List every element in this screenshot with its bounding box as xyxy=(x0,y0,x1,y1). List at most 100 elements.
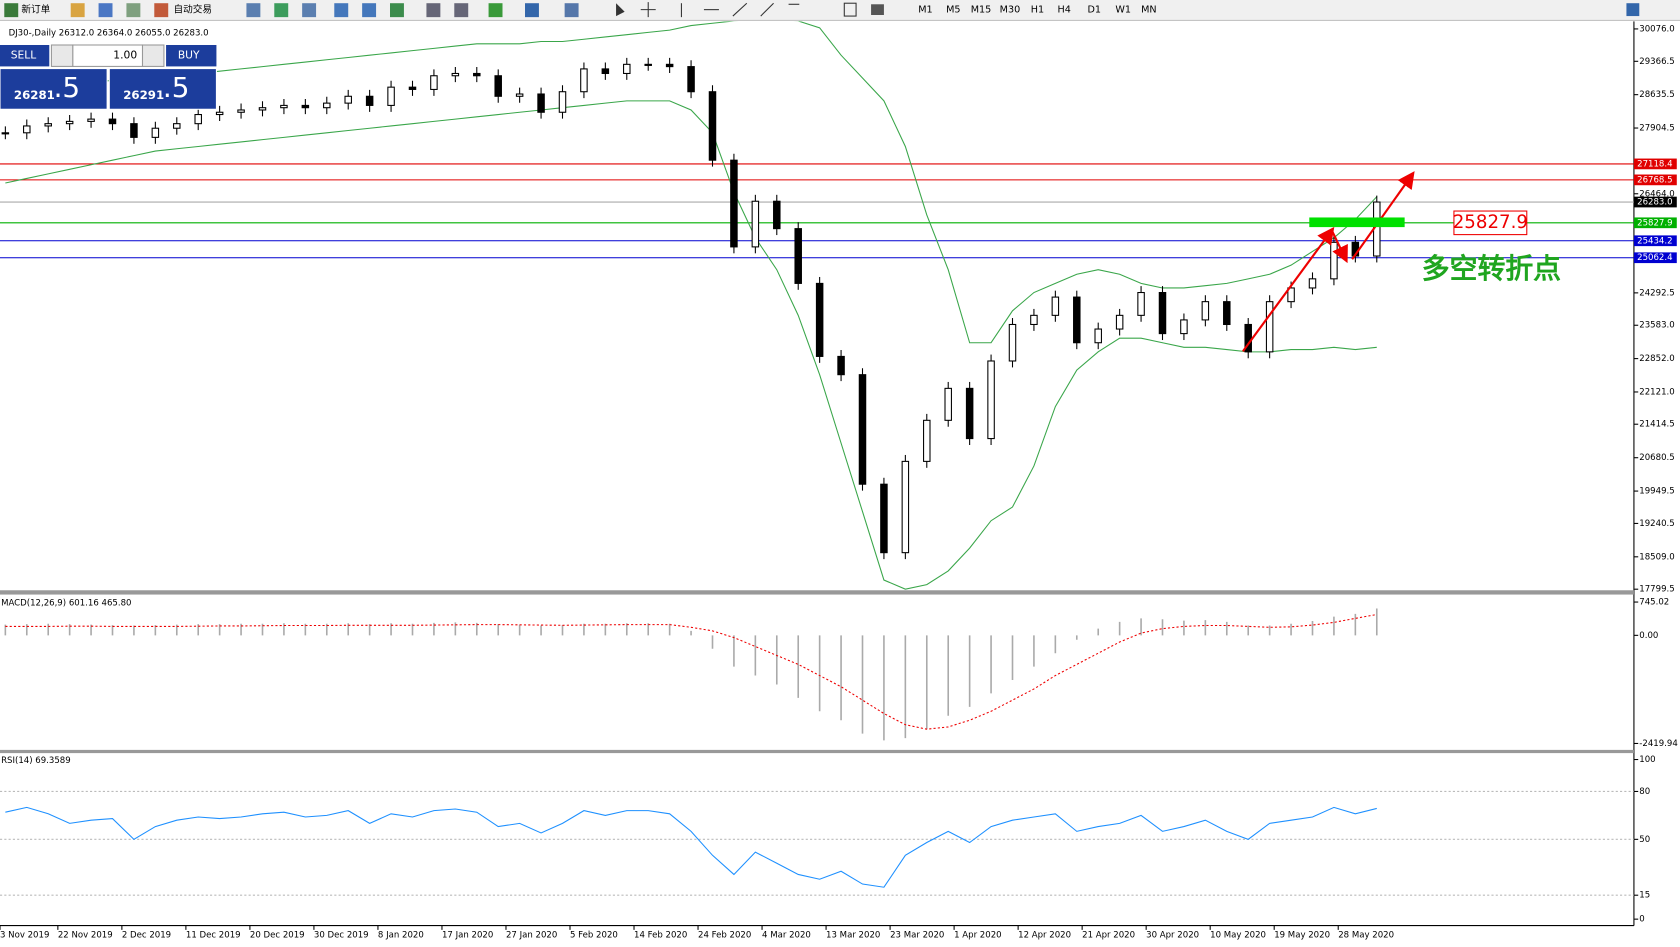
x-tick-label: 21 Apr 2020 xyxy=(1082,931,1135,941)
icon[interactable] xyxy=(362,3,377,18)
lot-spinner[interactable] xyxy=(141,44,165,67)
rsi-panel xyxy=(0,790,1634,896)
icon[interactable] xyxy=(98,3,113,18)
y-tick-label: 24292.5 xyxy=(1639,288,1674,298)
candle xyxy=(837,355,845,376)
search-icon[interactable] xyxy=(1626,3,1640,17)
crosshair-icon[interactable] xyxy=(640,2,656,18)
y-tick-label: 17799.5 xyxy=(1639,585,1674,595)
candle xyxy=(751,200,760,248)
price-level-label: 25827.9 xyxy=(1637,218,1672,228)
icon[interactable] xyxy=(126,3,141,18)
price-level-tag xyxy=(1633,217,1677,229)
timeframe-button[interactable]: M30 xyxy=(1000,5,1021,16)
candle xyxy=(65,120,74,125)
timeframe-button[interactable]: MN xyxy=(1141,5,1157,16)
icon[interactable] xyxy=(274,3,289,18)
cursor-icon[interactable] xyxy=(616,3,625,17)
candle xyxy=(365,95,374,106)
bollinger-band xyxy=(5,100,1377,590)
icon[interactable] xyxy=(564,3,579,18)
y-tick-label: 745.02 xyxy=(1639,598,1669,608)
timeframe-button[interactable]: M5 xyxy=(946,5,960,16)
candle xyxy=(1308,278,1317,289)
price-level-tag xyxy=(1633,196,1677,208)
candle xyxy=(473,72,481,77)
timeframe-button[interactable]: D1 xyxy=(1088,5,1102,16)
icon[interactable] xyxy=(302,3,317,18)
timeframe-button[interactable]: M1 xyxy=(918,5,932,16)
sell-label: SELL xyxy=(11,49,37,62)
candle xyxy=(665,63,674,68)
candle xyxy=(558,91,567,113)
trend-arrow xyxy=(1330,229,1348,264)
candle xyxy=(1094,328,1102,344)
candle xyxy=(880,483,888,554)
candle xyxy=(773,200,781,230)
candle xyxy=(451,72,460,77)
candle xyxy=(708,91,717,161)
label-icon[interactable] xyxy=(843,2,857,17)
buy-price-box[interactable] xyxy=(108,68,217,110)
candle xyxy=(44,123,52,127)
candle xyxy=(387,86,395,106)
channel-icon[interactable] xyxy=(760,2,774,17)
icon[interactable] xyxy=(4,3,19,18)
bollinger-band xyxy=(5,21,1378,344)
timeframe-button[interactable]: H4 xyxy=(1058,5,1071,16)
drawn-arrows xyxy=(1241,171,1528,353)
candle xyxy=(580,68,588,93)
candle xyxy=(730,159,738,248)
candle xyxy=(1115,314,1124,330)
y-tick-label: 30076.0 xyxy=(1639,24,1674,34)
buy-button[interactable] xyxy=(166,44,217,67)
candle xyxy=(301,104,310,109)
candle xyxy=(965,387,974,440)
icon[interactable] xyxy=(488,3,503,18)
x-tick-label: 20 Dec 2019 xyxy=(250,931,305,941)
x-tick-label: 4 Mar 2020 xyxy=(762,931,811,941)
x-tick-label: 13 Mar 2020 xyxy=(826,931,880,941)
timeframe-button[interactable]: W1 xyxy=(1115,5,1131,16)
candle xyxy=(537,93,545,113)
arrows-icon[interactable] xyxy=(871,4,884,15)
sell-price: 26281 xyxy=(14,88,55,102)
new-order-button[interactable]: 新订单 xyxy=(21,4,50,16)
candle xyxy=(815,282,824,357)
x-tick-label: 23 Mar 2020 xyxy=(890,931,944,941)
buy-price: 26291 xyxy=(123,88,164,102)
panel-separator xyxy=(0,749,1634,754)
timeframe-button[interactable]: H1 xyxy=(1031,5,1044,16)
candle xyxy=(944,387,952,421)
icon[interactable] xyxy=(525,3,539,18)
sell-price-box[interactable] xyxy=(0,68,108,110)
icon[interactable] xyxy=(70,3,85,18)
icon[interactable] xyxy=(154,3,169,18)
auto-trading-button[interactable]: 自动交易 xyxy=(174,4,213,16)
x-tick-label: 19 May 2020 xyxy=(1274,931,1330,941)
icon[interactable] xyxy=(426,3,441,18)
trendline-icon[interactable] xyxy=(732,2,748,17)
y-tick-label: 50 xyxy=(1639,835,1650,845)
lot-dropdown[interactable] xyxy=(50,44,74,67)
icon[interactable] xyxy=(454,3,469,18)
icon[interactable] xyxy=(246,3,261,18)
candle xyxy=(1051,296,1060,316)
y-tick-label: 22121.0 xyxy=(1639,387,1674,397)
candle xyxy=(258,107,267,111)
y-tick-label: 15 xyxy=(1639,891,1650,901)
x-tick-label: 30 Apr 2020 xyxy=(1146,931,1199,941)
price-annotation-box xyxy=(1453,210,1528,236)
macd-signal xyxy=(5,614,1377,730)
x-tick-label: 24 Feb 2020 xyxy=(698,931,751,941)
candle xyxy=(987,360,995,440)
icon[interactable] xyxy=(334,3,349,18)
y-tick-label: 23583.0 xyxy=(1639,321,1674,331)
turning-point-note: 多空转折点 xyxy=(1422,252,1561,285)
candle xyxy=(1265,301,1274,353)
rsi-line xyxy=(5,806,1377,888)
sell-button[interactable] xyxy=(0,44,50,67)
timeframe-button[interactable]: M15 xyxy=(971,5,992,16)
icon[interactable] xyxy=(390,3,404,18)
candle xyxy=(1180,319,1188,335)
